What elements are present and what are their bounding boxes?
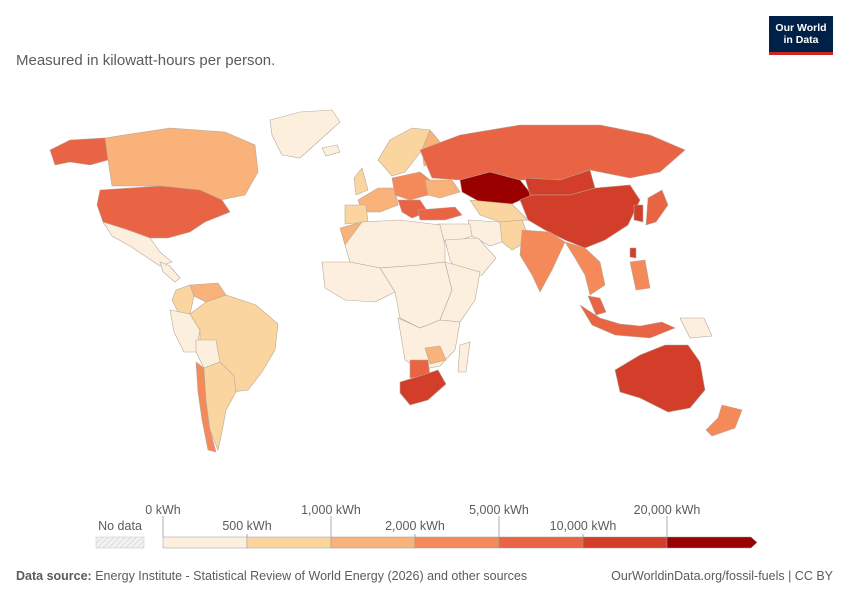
region-ukraine[interactable] <box>424 179 461 199</box>
region-taiwan[interactable] <box>629 247 637 259</box>
region-turkey[interactable] <box>417 206 463 221</box>
region-west-africa[interactable] <box>321 261 396 303</box>
region-argentina[interactable] <box>203 361 237 452</box>
source-link[interactable]: OurWorldinData.org/fossil-fuels | CC BY <box>611 569 833 583</box>
region-south-africa[interactable] <box>399 369 447 406</box>
region-greenland[interactable] <box>269 109 341 159</box>
world-map <box>49 109 743 453</box>
region-new-zealand[interactable] <box>705 404 743 437</box>
data-source-label: Data source: <box>16 569 92 583</box>
logo-line-2: in Data <box>783 34 819 46</box>
data-source: Data source: Energy Institute - Statisti… <box>16 569 527 583</box>
region-uk[interactable] <box>353 167 369 196</box>
legend-no-data-label: No data <box>98 519 142 533</box>
chart-subtitle: Measured in kilowatt-hours per person. <box>16 52 276 69</box>
region-southeast-asia[interactable] <box>564 241 606 296</box>
legend-no-data-swatch <box>95 536 145 549</box>
legend-label-bottom-0: 500 kWh <box>222 519 271 533</box>
region-india[interactable] <box>519 229 566 293</box>
region-north-africa[interactable] <box>344 219 446 269</box>
region-colombia[interactable] <box>171 284 195 315</box>
legend-label-top-3: 20,000 kWh <box>634 503 701 517</box>
region-indonesia[interactable] <box>579 304 676 339</box>
region-philippines[interactable] <box>629 259 651 291</box>
legend-bin-6 <box>666 536 758 549</box>
owid-logo[interactable]: Our World in Data <box>769 16 833 55</box>
region-southern-africa[interactable] <box>397 317 461 371</box>
region-australia[interactable] <box>614 344 706 413</box>
footer-link-wrap: OurWorldinData.org/fossil-fuels | CC BY <box>611 569 833 583</box>
region-central-america[interactable] <box>159 261 181 283</box>
legend-bin-1 <box>246 536 332 549</box>
data-source-text: Energy Institute - Statistical Review of… <box>95 569 528 583</box>
region-canada[interactable] <box>104 127 259 201</box>
logo-line-1: Our World <box>775 22 827 34</box>
region-russia[interactable] <box>419 124 686 181</box>
region-iceland[interactable] <box>321 144 341 157</box>
region-south-korea[interactable] <box>633 204 644 223</box>
legend-label-top-2: 5,000 kWh <box>469 503 529 517</box>
legend-label-bottom-2: 10,000 kWh <box>550 519 617 533</box>
region-zimbabwe[interactable] <box>424 345 447 365</box>
region-alaska[interactable] <box>49 137 109 166</box>
region-iberia[interactable] <box>344 204 369 225</box>
legend-bin-2 <box>330 536 416 549</box>
region-mexico[interactable] <box>102 221 173 267</box>
legend-bin-3 <box>414 536 500 549</box>
legend-bin-0 <box>162 536 248 549</box>
legend-bin-5 <box>582 536 668 549</box>
region-malaysia[interactable] <box>587 295 607 316</box>
legend-label-top-1: 1,000 kWh <box>301 503 361 517</box>
region-central-europe[interactable] <box>391 171 431 201</box>
legend-label-top-0: 0 kWh <box>145 503 180 517</box>
region-papua-new-guinea[interactable] <box>679 317 713 339</box>
legend-label-bottom-1: 2,000 kWh <box>385 519 445 533</box>
region-madagascar[interactable] <box>457 341 471 373</box>
region-central-asia[interactable] <box>469 199 529 223</box>
legend-bin-4 <box>498 536 584 549</box>
region-japan[interactable] <box>645 189 669 226</box>
